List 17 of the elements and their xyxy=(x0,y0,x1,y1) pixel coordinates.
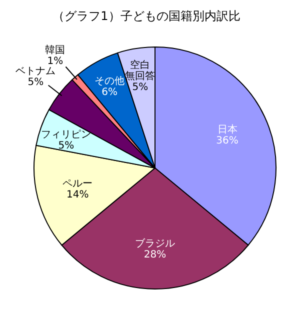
data-label: 5% xyxy=(28,76,44,88)
slice-label: ブラジル xyxy=(135,237,175,250)
data-label: 36% xyxy=(216,135,238,146)
data-label: 5% xyxy=(132,82,148,93)
data-label: 6% xyxy=(102,86,118,98)
data-label: 5% xyxy=(58,140,74,152)
data-label: 28% xyxy=(144,249,166,260)
slice-label: 日本 xyxy=(217,123,238,136)
chart-title: （グラフ1）子どもの国籍別内訳比 xyxy=(52,9,240,23)
slice-label: ペルー xyxy=(62,178,93,190)
slice-label: 韓国 xyxy=(45,44,66,56)
data-label: 1% xyxy=(47,56,64,68)
slice-label: その他 xyxy=(94,74,125,87)
slice-label: 空白無回答 xyxy=(125,58,156,82)
slice-label: フィリピン xyxy=(41,130,92,141)
data-label: 14% xyxy=(66,189,89,200)
slice-label: ベトナム xyxy=(16,66,56,77)
